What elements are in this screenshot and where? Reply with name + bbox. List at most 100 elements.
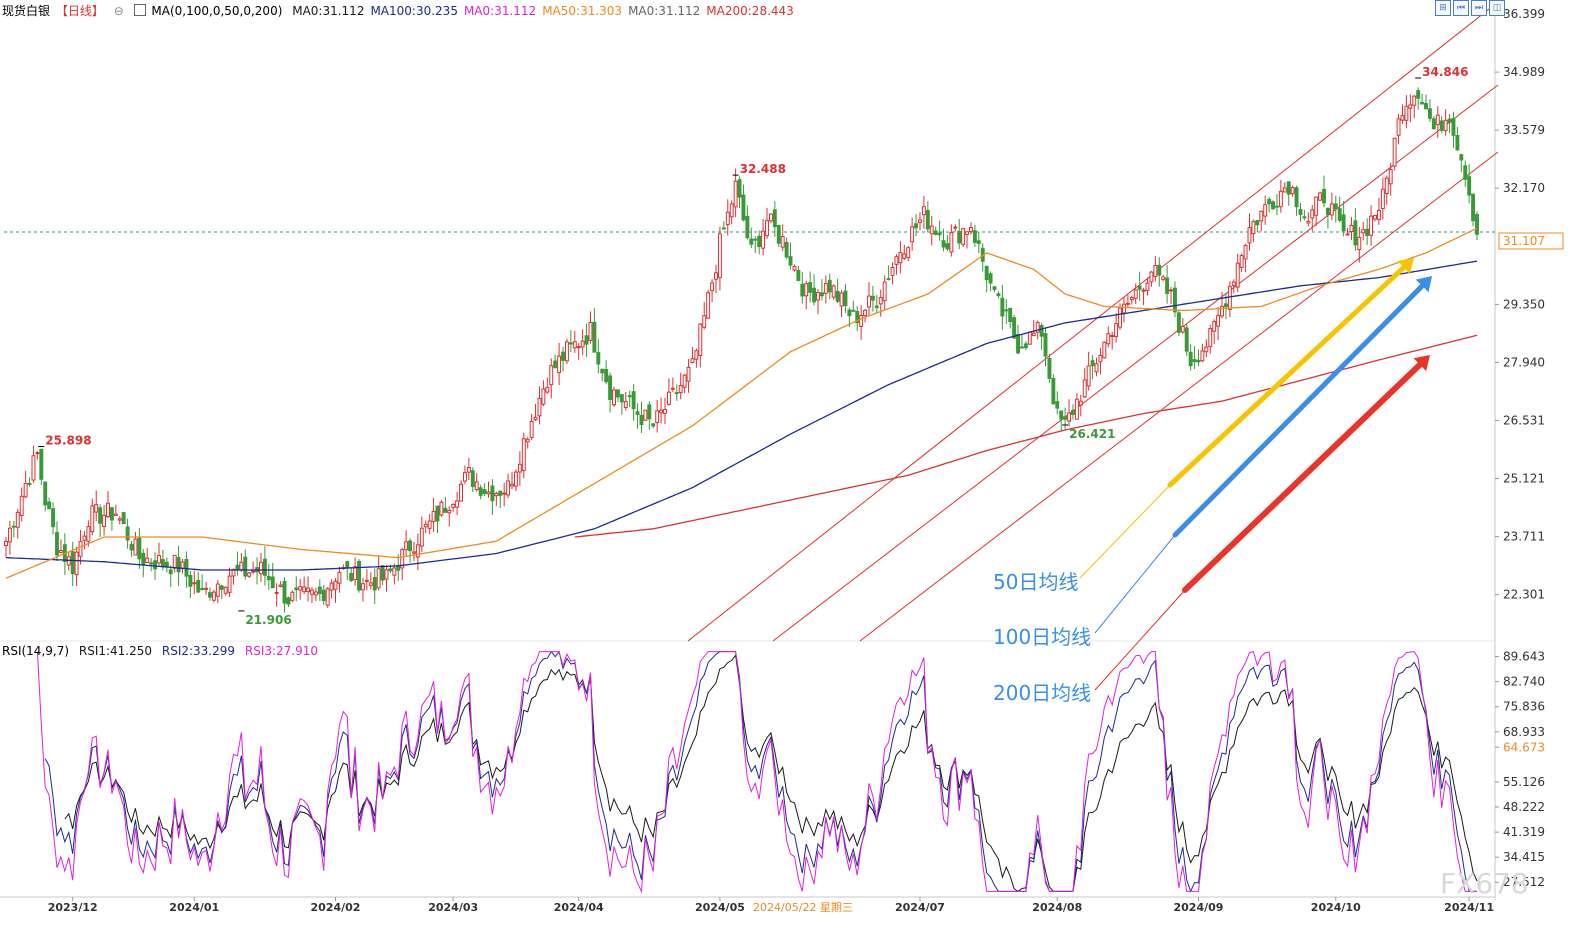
candle [1047, 353, 1052, 383]
candle-body [1078, 400, 1083, 406]
candle-body [141, 552, 146, 566]
candle-body [486, 491, 491, 495]
candle [545, 377, 550, 394]
candle [1012, 314, 1017, 339]
candle-body [435, 505, 440, 522]
candle [1031, 320, 1036, 337]
candle [792, 264, 797, 272]
candle [11, 520, 16, 538]
candle-body [839, 292, 844, 307]
candle-body [1388, 169, 1393, 185]
candle-body [513, 471, 518, 487]
candle [1365, 218, 1370, 245]
candle-body [51, 508, 56, 528]
candle-body [357, 561, 361, 591]
candle [149, 558, 154, 572]
candle-body [698, 323, 703, 357]
candle [1255, 220, 1260, 233]
candle [886, 265, 891, 281]
candle [694, 348, 699, 368]
candle [1180, 318, 1185, 334]
candle-body [600, 368, 605, 374]
candle [1380, 177, 1385, 220]
candle-body [580, 340, 585, 348]
ma-value-5: MA200:28.443 [706, 4, 794, 18]
candle [125, 518, 130, 549]
candle-body [541, 388, 546, 405]
price-tick-label: 32.170 [1503, 181, 1545, 195]
candle [1145, 277, 1150, 296]
candle-body [1039, 324, 1044, 337]
candle [1424, 94, 1428, 110]
candle-body [27, 482, 32, 485]
candle [1412, 95, 1417, 119]
candle [1125, 294, 1130, 308]
candle-body [890, 266, 895, 276]
candle-body [90, 505, 95, 533]
candle [102, 504, 107, 536]
candle [164, 557, 169, 573]
candle [835, 278, 840, 304]
candle [196, 571, 201, 593]
candle [678, 372, 683, 400]
candle-body [851, 309, 856, 312]
candle [1122, 297, 1126, 323]
candle-body [1016, 334, 1021, 354]
candle [239, 553, 244, 572]
candle [1192, 346, 1197, 370]
candle-body [584, 335, 589, 345]
candle [1176, 311, 1181, 337]
candle-body [474, 481, 479, 491]
candle-body [1310, 209, 1315, 219]
candle [906, 246, 911, 262]
candle-body [776, 225, 781, 244]
rsi-header: RSI(14,9,7) RSI1:41.250 RSI2:33.299 RSI3… [2, 644, 324, 658]
candle [1455, 127, 1460, 152]
candle [541, 380, 546, 407]
candle-body [804, 283, 809, 297]
candle-body [1118, 307, 1122, 328]
candle-body [827, 279, 832, 293]
candle-body [11, 525, 16, 528]
candle [157, 542, 161, 567]
candle-body [910, 226, 915, 243]
rsi1-value: RSI1:41.250 [78, 644, 153, 658]
candle-body [58, 549, 63, 553]
candle-body [337, 571, 342, 584]
candle [576, 342, 581, 361]
candle-body [733, 180, 738, 208]
bar-chart-icon[interactable] [133, 4, 146, 16]
candle-body [1243, 245, 1248, 260]
candle [188, 571, 193, 598]
ma200-line [574, 334, 1478, 538]
candle [180, 558, 185, 574]
candle-body [368, 582, 373, 586]
candle [1271, 200, 1275, 211]
candle [784, 237, 789, 260]
candle-body [545, 387, 550, 393]
candle [843, 283, 848, 313]
candle-body [1239, 255, 1244, 268]
watermark-logo: FX678 [1440, 867, 1529, 900]
period-label[interactable]: 【日线】 [55, 4, 104, 18]
candle-body [792, 266, 797, 271]
prev-icon[interactable]: ⏮ [1453, 0, 1469, 16]
candle [706, 289, 711, 319]
candle [651, 423, 656, 429]
candle-body [1023, 343, 1028, 349]
candle [1208, 324, 1213, 354]
candle-body [98, 507, 103, 524]
candle [349, 567, 354, 583]
split-icon[interactable]: ◫ [1489, 0, 1505, 16]
settings-icon[interactable]: ⊖ [113, 4, 124, 18]
candle-body [710, 282, 715, 292]
candle [823, 275, 828, 304]
expand-icon[interactable]: ⊞ [1435, 0, 1451, 16]
next-icon[interactable]: ⏭ [1471, 0, 1487, 16]
candle-body [1208, 328, 1213, 348]
candle-body [325, 588, 330, 606]
candle-body [1314, 196, 1319, 216]
candle-body [937, 232, 942, 236]
